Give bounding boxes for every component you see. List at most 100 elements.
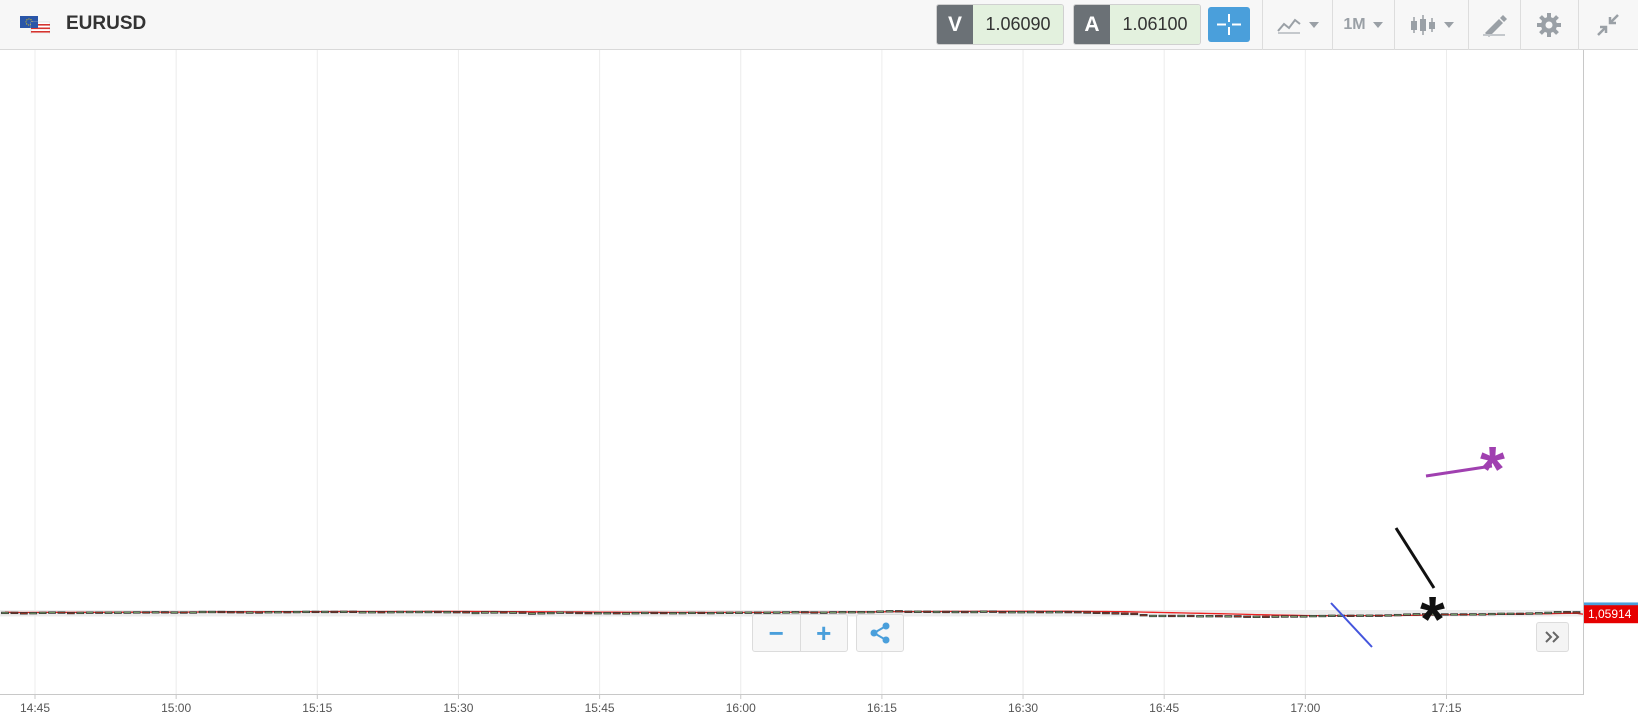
candle-body [179, 611, 188, 614]
candle-body [537, 612, 546, 615]
x-tick-label: 14:45 [20, 701, 50, 715]
candle-body [640, 611, 649, 615]
candlestick-icon [1410, 15, 1435, 35]
candle-body [208, 610, 216, 614]
candle-body [1478, 613, 1487, 616]
candle-body [1017, 611, 1026, 614]
candle-body [1525, 612, 1534, 615]
candle-body [669, 612, 678, 615]
candle-body [302, 610, 311, 614]
candlestick-type-button[interactable] [1395, 0, 1467, 50]
candle-body [998, 611, 1007, 614]
chevron-down-icon [1443, 22, 1454, 28]
candle-body [942, 610, 950, 614]
candle-body [1346, 614, 1355, 617]
candle-body [1497, 612, 1506, 615]
candle-body [1487, 612, 1496, 616]
candle-body [1280, 615, 1289, 618]
candle-body [735, 611, 743, 614]
x-tick-label: 16:00 [726, 701, 756, 715]
price-labels: 1,060901,05914 [1584, 602, 1638, 624]
purple-trend-line [1425, 464, 1493, 478]
candle-body [1, 611, 9, 615]
candle-body [443, 611, 452, 614]
ma-value-label-text: 1,05914 [1588, 607, 1632, 621]
crosshair-button[interactable] [1208, 7, 1250, 42]
candle-body [10, 611, 19, 615]
settings-button[interactable] [1521, 0, 1577, 50]
candle-body [405, 610, 414, 614]
candle-body [857, 611, 866, 614]
candle-body [1450, 613, 1459, 616]
candle-body [829, 611, 837, 614]
candle-body [1177, 614, 1186, 618]
candle-body [1262, 615, 1270, 618]
candles [1, 610, 1581, 618]
collapse-button[interactable] [1579, 0, 1637, 50]
candle-body [1290, 615, 1299, 618]
candle-body [593, 612, 602, 615]
buy-price-button[interactable]: A 1.06100 [1073, 4, 1201, 45]
candle-body [490, 611, 499, 614]
candle-body [377, 611, 386, 614]
timeframe-button[interactable]: 1M [1333, 0, 1393, 50]
candle-body [1130, 612, 1139, 616]
candle-body [433, 610, 442, 614]
candle-body [1384, 614, 1393, 617]
timeframe-label: 1M [1343, 16, 1366, 33]
candle-body [659, 611, 668, 615]
candle-body [151, 611, 160, 614]
candle-body [1431, 613, 1440, 616]
x-tick-label: 17:15 [1431, 701, 1461, 715]
ma-value-label: 1,05914 [1584, 605, 1638, 624]
candle-body [866, 610, 875, 614]
x-tick-label: 16:15 [867, 701, 897, 715]
candle-body [565, 611, 574, 614]
candle-body [1092, 611, 1101, 614]
candle-body [349, 610, 358, 614]
chart-type-button[interactable] [1263, 0, 1331, 50]
chevron-down-icon [1308, 22, 1319, 28]
grid [0, 50, 1583, 694]
zoom-out-button[interactable]: − [753, 615, 801, 651]
candle-body [499, 611, 508, 614]
candle-body [1120, 612, 1129, 615]
candle-body [848, 611, 856, 614]
sell-price-button[interactable]: V 1.06090 [936, 4, 1064, 45]
candle-body [716, 611, 725, 615]
candle-body [1393, 613, 1402, 617]
scroll-to-latest-button[interactable] [1536, 622, 1569, 652]
candle-body [217, 610, 226, 614]
sell-price: 1.06090 [973, 5, 1063, 44]
candle-body [66, 611, 75, 615]
candle-body [970, 610, 979, 614]
annotations: * * [1330, 433, 1505, 655]
share-button[interactable] [856, 614, 904, 652]
candle-body [161, 611, 169, 614]
candle-body [584, 611, 593, 615]
candle-body [321, 610, 329, 614]
candle-body [753, 611, 762, 614]
zoom-in-button[interactable]: + [816, 617, 832, 648]
x-tick-label: 15:30 [443, 701, 473, 715]
candle-body [951, 610, 960, 614]
crosshair-icon [1217, 14, 1241, 35]
zoom-controls: − + [752, 614, 848, 652]
draw-tools-button[interactable] [1469, 0, 1519, 50]
candle-body [1083, 611, 1092, 614]
candle-body [330, 610, 339, 614]
candle-body [603, 612, 612, 615]
candle-body [1271, 615, 1280, 618]
candle-body [1186, 614, 1195, 618]
share-icon [870, 622, 890, 644]
candle-body [876, 610, 885, 613]
ma-value-label-bg [1584, 605, 1638, 624]
x-tick-label: 16:30 [1008, 701, 1038, 715]
buy-price: 1.06100 [1110, 5, 1200, 44]
candle-body [932, 610, 941, 614]
black-trend-line [1394, 527, 1436, 589]
candle-body [1007, 611, 1016, 614]
candle-body [132, 611, 141, 614]
candle-body [481, 611, 489, 614]
candle-body [810, 611, 819, 614]
